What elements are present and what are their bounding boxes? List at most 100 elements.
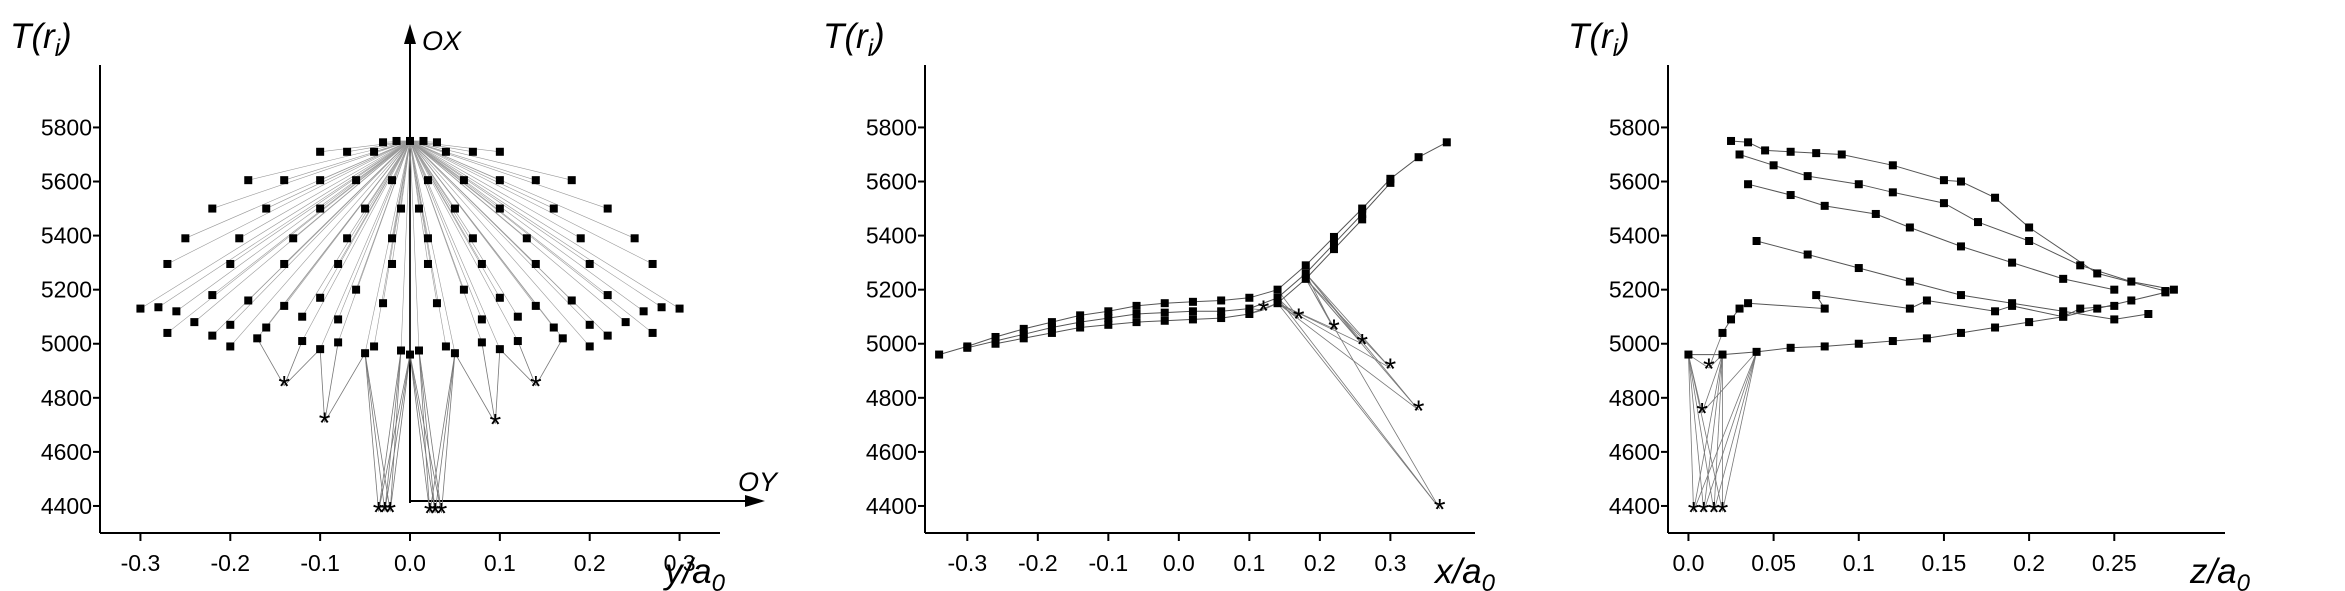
data-point-star: * (379, 496, 391, 529)
data-point (1273, 293, 1282, 302)
y-axis-label: T(ri) (10, 17, 72, 62)
x-tick-label: 0.3 (664, 550, 696, 576)
y-tick-label: 5200 (1609, 277, 1660, 303)
data-point (2110, 301, 2119, 310)
data-point (558, 334, 567, 343)
radial-line (400, 140, 411, 351)
y-axis-label-sub: i (868, 35, 874, 62)
data-point-star: * (319, 407, 331, 440)
connector-line (378, 354, 411, 512)
radial-line (337, 140, 411, 320)
data-point (163, 328, 172, 337)
data-point (1812, 149, 1821, 158)
x-axis-label: x/a0 (1433, 552, 1496, 591)
y-tick-label: 4600 (866, 439, 917, 465)
y-tick-label: 4400 (41, 493, 92, 519)
data-point (1905, 223, 1914, 232)
data-point (1358, 209, 1367, 218)
data-point (477, 315, 486, 324)
x-tick-label: 0.25 (2092, 550, 2137, 576)
x-axis-label-main: z/a (2189, 552, 2237, 591)
ox-arrow-icon (404, 24, 416, 44)
radial-line (364, 140, 411, 354)
data-point (441, 342, 450, 351)
data-point (1956, 291, 1965, 300)
y-axis-label: T(ri) (1568, 17, 1630, 62)
data-point (316, 176, 325, 185)
data-point (549, 323, 558, 332)
data-point (1752, 237, 1761, 245)
data-point (172, 307, 181, 316)
data-point (1837, 150, 1846, 159)
connector-line (1693, 351, 1757, 512)
data-point (576, 234, 585, 243)
data-point (603, 291, 612, 300)
data-point (567, 176, 576, 185)
data-point (298, 312, 307, 321)
connector-line (494, 349, 501, 424)
radial-line (319, 140, 411, 350)
y-tick-label: 4800 (866, 385, 917, 411)
data-point (1132, 318, 1141, 327)
data-point (1217, 307, 1226, 316)
data-point (1752, 347, 1761, 356)
data-point (1047, 318, 1056, 327)
data-point (1273, 285, 1282, 294)
data-point (1854, 180, 1863, 189)
x-axis-label-sub: 0 (1482, 570, 1496, 591)
data-point (2144, 310, 2153, 318)
connector-line (384, 350, 402, 512)
data-point (1888, 188, 1897, 197)
connector-line (1701, 354, 1723, 413)
connector-line (319, 349, 326, 423)
data-point (531, 259, 540, 268)
data-point (190, 318, 199, 327)
data-point (1744, 180, 1753, 189)
data-point-star: * (1328, 314, 1340, 347)
data-point (459, 176, 468, 185)
data-point-star: * (429, 498, 441, 531)
connector-line (1277, 302, 1419, 411)
data-point (1329, 245, 1338, 254)
data-point (1301, 269, 1310, 278)
connector-line (1693, 354, 1723, 512)
data-point (1718, 328, 1727, 337)
data-point (1871, 209, 1880, 218)
data-point (1414, 153, 1423, 162)
data-point (2169, 285, 2178, 294)
data-point (1047, 323, 1056, 332)
radial-line (301, 140, 411, 317)
y-tick-label: 4800 (41, 385, 92, 411)
radial-line (409, 140, 519, 342)
series-line-0 (1730, 140, 2166, 292)
data-point (1922, 334, 1931, 343)
radial-line (409, 140, 644, 312)
radial-line (409, 140, 572, 181)
data-point (1386, 174, 1395, 183)
connector-line (535, 338, 564, 386)
y-axis-label-main: T(r (1568, 17, 1614, 56)
data-point (1442, 138, 1451, 147)
data-point (2076, 261, 2085, 270)
data-point (1974, 218, 1983, 227)
data-point (495, 204, 504, 213)
y-tick-label: 5000 (866, 331, 917, 357)
data-point-star: * (1688, 496, 1700, 529)
x-tick-label: -0.3 (121, 550, 161, 576)
data-point (1684, 350, 1693, 359)
radial-line (212, 140, 411, 296)
data-point (2008, 301, 2017, 310)
radial-line (284, 140, 411, 181)
data-point (531, 301, 540, 310)
y-tick-label: 5600 (41, 169, 92, 195)
data-point (459, 285, 468, 294)
data-point (1939, 176, 1948, 185)
connector-line (364, 353, 391, 512)
data-point-star: * (1703, 353, 1715, 386)
data-point (1786, 147, 1795, 156)
radial-line (409, 140, 483, 343)
y-tick-label: 5400 (866, 223, 917, 249)
data-point (1188, 307, 1197, 316)
connector-line (454, 353, 496, 424)
data-point (1047, 328, 1056, 337)
